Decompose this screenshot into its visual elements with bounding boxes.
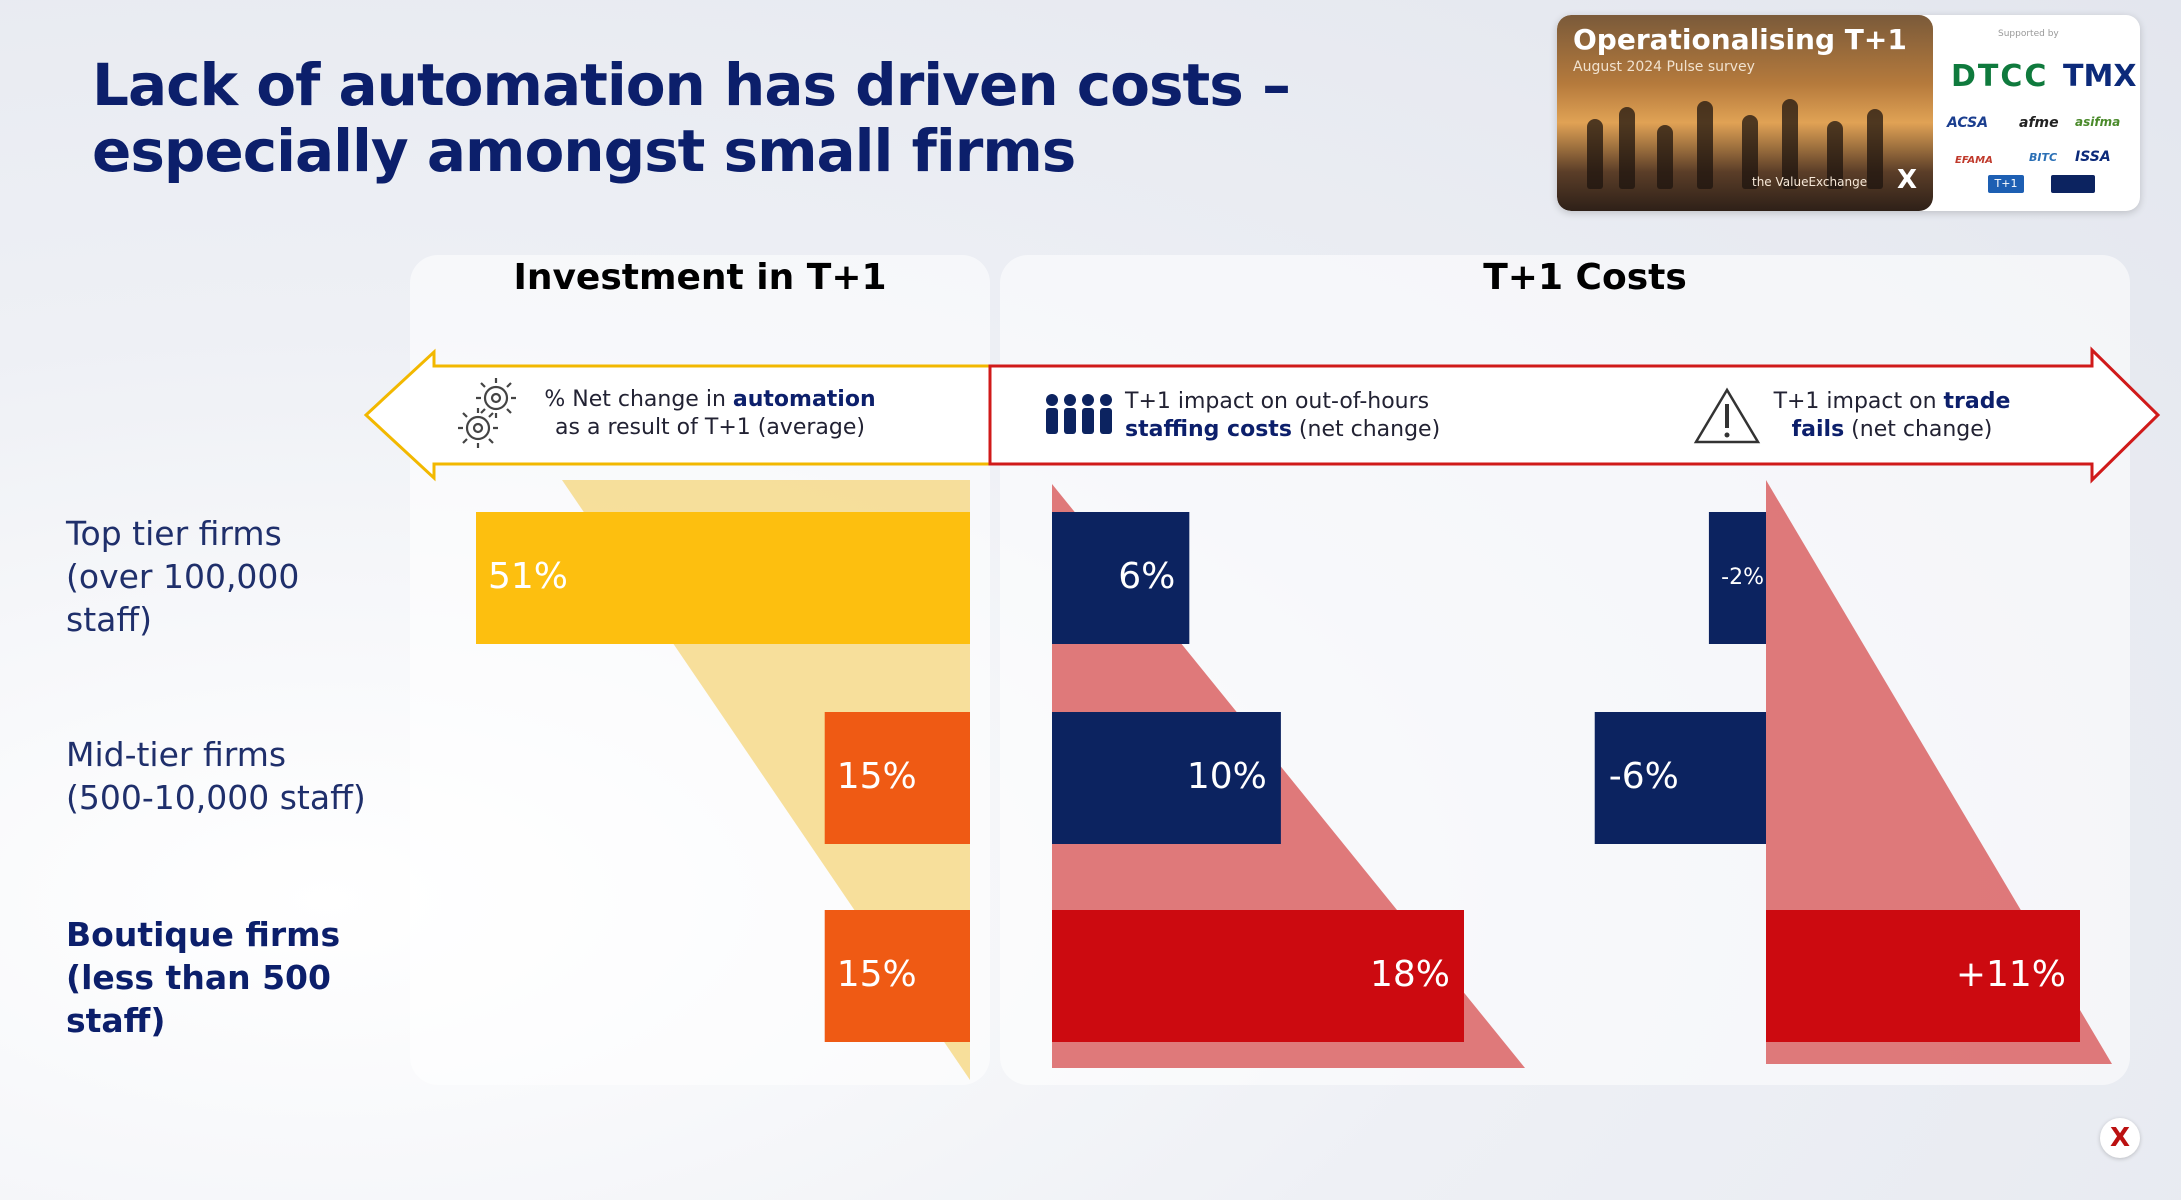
tmx-logo: TMX [2063,59,2137,94]
report-thumbnail[interactable]: Operationalising T+1 August 2024 Pulse s… [1557,15,2140,211]
staffing-caption: T+1 impact on out-of-hours staffing cost… [1125,389,1441,442]
arrow-left-yellow [363,348,992,482]
page-title-line-2: especially amongst small firms [92,117,1076,185]
fails-bar-3 [1766,910,2080,1042]
bitc-logo: BITC [2029,151,2058,164]
page-title: Lack of automation has driven costs – es… [92,51,1291,185]
issa-logo: ISSA [2075,149,2111,165]
sponsor-caption: Supported by [1998,29,2059,39]
staffing-bar-label-2: 10% [1187,756,1267,797]
report-subtitle: August 2024 Pulse survey [1573,59,1755,75]
staffing-bar-1 [1052,512,1190,644]
staffing-bar-label-3: 18% [1370,954,1450,995]
sponsor-logos: Supported by DTCC TMX ACSA afme asifma E… [1933,15,2140,211]
automation-bar-label-1: 51% [488,556,568,597]
automation-bar-label-2: 15% [837,756,917,797]
costs-panel-title: T+1 Costs [1483,257,1687,298]
automation-bar-label-3: 15% [837,954,917,995]
valueexchange-logo-icon: X [2100,1118,2140,1158]
automation-caption: % Net change in automation as a result o… [544,387,876,440]
fails-bar-2 [1594,712,1766,844]
valueexchange-x-icon: X [1897,165,1918,195]
arrow-right-red [988,346,2161,484]
automation-bar-1 [476,512,970,644]
report-title: Operationalising T+1 [1573,23,1907,56]
sponsor-logo-dark [2051,175,2095,193]
acsa-logo: ACSA [1947,115,1989,131]
staffing-bar-3 [1052,910,1464,1042]
report-brand: the ValueExchange [1752,175,1868,189]
tplus1-logo: T+1 [1988,175,2024,193]
page-title-line-1: Lack of automation has driven costs – [92,51,1291,119]
afme-logo: afme [2019,115,2059,131]
gears-icon [458,378,516,448]
warning-icon [1693,387,1761,444]
row-label-top-tier: Top tier firms (over 100,000 staff) [66,514,300,639]
efama-logo: EFAMA [1955,155,1993,166]
report-cover-photo: Operationalising T+1 August 2024 Pulse s… [1557,15,1933,211]
fails-bar-label-1: -2% [1721,565,1764,590]
fails-bar-label-2: -6% [1609,756,1679,797]
fails-caption: T+1 impact on trade fails (net change) [1773,389,2011,442]
automation-bar-2 [824,712,970,844]
fails-bar-1 [1708,512,1766,644]
people-icon [1046,394,1112,434]
automation-bar-3 [824,910,970,1042]
staffing-bar-2 [1052,712,1281,844]
investment-panel-title: Investment in T+1 [513,257,887,298]
row-label-mid-tier: Mid-tier firms (500-10,000 staff) [66,735,366,817]
asifma-logo: asifma [2075,115,2121,129]
staffing-bar-label-1: 6% [1118,556,1175,597]
row-label-boutique: Boutique firms (less than 500 staff) [66,915,341,1040]
fails-bar-label-3: +11% [1956,954,2066,995]
dtcc-logo: DTCC [1951,59,2049,94]
